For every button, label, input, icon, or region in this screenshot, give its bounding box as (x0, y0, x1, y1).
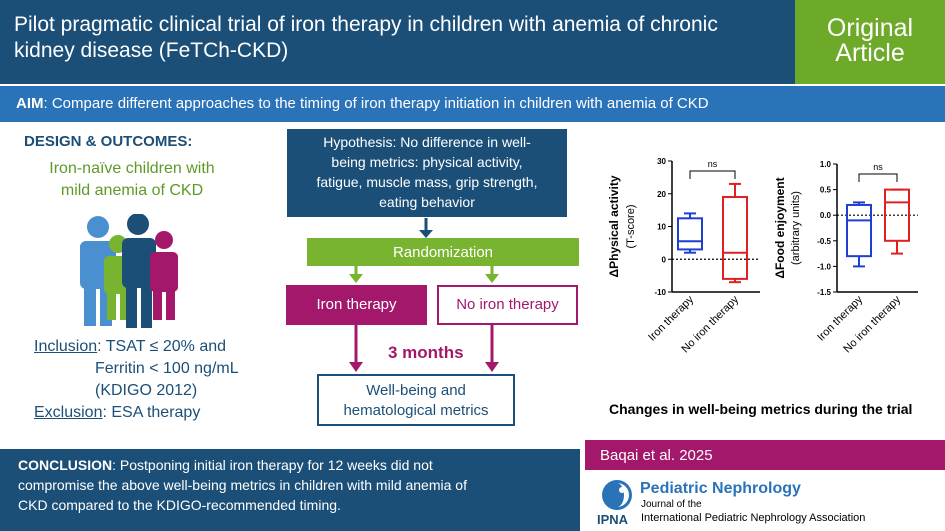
box (846, 203, 872, 258)
ipna-logo-icon (602, 480, 632, 510)
hypothesis-line-1: Hypothesis: No difference in well- (323, 134, 531, 150)
significance-bracket (689, 170, 736, 179)
charts-caption: Changes in well-being metrics during the… (609, 401, 913, 417)
conclusion-line-1-text: : Postponing initial iron therapy for 12… (112, 457, 433, 473)
article-type-label: Original Article (795, 16, 945, 66)
box (884, 188, 910, 242)
arrow-head-icon (349, 274, 363, 283)
citation: Baqai et al. 2025 (600, 447, 713, 464)
population-line-2: mild anemia of CKD (60, 182, 204, 199)
box (677, 217, 703, 251)
conclusion-line-1: CONCLUSION: Postponing initial iron ther… (18, 455, 573, 475)
y-tick-label: 0.0 (820, 211, 832, 220)
y-tick-label: 0.5 (820, 186, 832, 195)
hypothesis-box (287, 129, 567, 217)
conclusion-label: CONCLUSION (18, 457, 113, 473)
journal-subtitle: Journal of the (641, 499, 702, 510)
inclusion-criteria: Inclusion: TSAT ≤ 20% and (34, 336, 226, 358)
arrow-head-icon (485, 362, 499, 372)
conclusion-banner (0, 449, 580, 531)
outcome-text: Well-being and hematological metrics (317, 381, 515, 421)
hypothesis-line-4: eating behavior (379, 194, 475, 210)
badge-line-1: Original (826, 14, 914, 42)
y-tick-label: 1.0 (820, 160, 832, 169)
page-title: Pilot pragmatic clinical trial of iron t… (14, 13, 718, 62)
journal-organization: International Pediatric Nephrology Assoc… (641, 512, 866, 524)
exclusion-text: : ESA therapy (102, 404, 201, 421)
significance-bracket (858, 173, 898, 182)
exclusion-label: Exclusion (34, 404, 103, 421)
inclusion-line-1: : TSAT ≤ 20% and (97, 338, 227, 355)
y-tick-label: 0 (662, 255, 667, 264)
aim-label: AIM (16, 95, 44, 112)
y-tick-label: -10 (654, 288, 666, 297)
aim-banner (0, 86, 945, 122)
y-tick-label: -1.0 (817, 262, 831, 271)
article-type-badge (795, 0, 945, 84)
population-line-1: Iron-naïve children with (49, 160, 215, 177)
arrow-head-icon (349, 362, 363, 372)
y-tick-label: -1.5 (817, 288, 831, 297)
badge-line-2: Article (835, 39, 905, 67)
aim-text: : Compare different approaches to the ti… (43, 95, 709, 112)
iron-therapy-arm-box (286, 285, 427, 325)
outcome-line-2: hematological metrics (343, 402, 489, 419)
design-heading: DESIGN & OUTCOMES: (24, 133, 192, 150)
inclusion-label: Inclusion (34, 338, 98, 355)
randomization-label: Randomization (392, 244, 494, 261)
conclusion-line-2: compromise the above well-being metrics … (18, 477, 467, 493)
arrow-head-icon (419, 230, 433, 238)
family-icon (80, 214, 178, 328)
title-banner (0, 0, 795, 84)
significance-label: ns (708, 159, 718, 169)
significance-label: ns (873, 162, 883, 172)
y-tick-label: 10 (657, 223, 666, 232)
design-heading-text: DESIGN & OUTCOMES (24, 133, 188, 150)
design-heading-colon: : (187, 133, 193, 150)
ipna-label: IPNA (597, 512, 629, 527)
citation-banner (585, 440, 945, 470)
exclusion-criteria: Exclusion: ESA therapy (34, 402, 200, 424)
inclusion-line-2: Ferritin < 100 ng/mL (95, 360, 239, 377)
no-iron-therapy-arm-box (437, 285, 578, 325)
outcome-box (317, 374, 515, 426)
y-axis-sublabel: (T-score) (625, 205, 637, 249)
population-description: Iron-naïve children with mild anemia of … (22, 158, 242, 202)
hypothesis-line-3: fatigue, muscle mass, grip strength, (316, 174, 538, 190)
child-figure-icon (150, 231, 178, 320)
iron-therapy-arm-label: Iron therapy (316, 296, 397, 313)
arrow-head-icon (485, 274, 499, 283)
hypothesis-line-2: being metrics: physical activity, (331, 154, 523, 170)
inclusion-line-3: (KDIGO 2012) (95, 382, 198, 399)
flow-arrows (349, 218, 499, 372)
box (722, 196, 748, 280)
duration-label: 3 months (388, 343, 464, 362)
hypothesis-text: Hypothesis: No difference in well- being… (290, 132, 564, 212)
y-tick-label: -0.5 (817, 237, 831, 246)
y-axis-label: ΔFood enjoyment (773, 177, 787, 278)
randomization-box (307, 238, 579, 266)
adult-figure-icon (122, 214, 156, 328)
no-iron-therapy-arm-label: No iron therapy (456, 296, 559, 313)
y-axis-sublabel: (arbitrary units) (790, 191, 802, 265)
conclusion-line-3: CKD compared to the KDIGO-recommended ti… (18, 497, 341, 513)
journal-name: Pediatric Nephrology (640, 480, 801, 497)
aim-statement: AIM: Compare different approaches to the… (16, 95, 709, 113)
y-tick-label: 20 (657, 190, 666, 199)
y-axis-label: ΔPhysical activity (607, 175, 621, 277)
outcome-line-1: Well-being and (366, 382, 466, 399)
conclusion-statement: CONCLUSION: Postponing initial iron ther… (18, 455, 573, 515)
y-tick-label: 30 (657, 157, 666, 166)
